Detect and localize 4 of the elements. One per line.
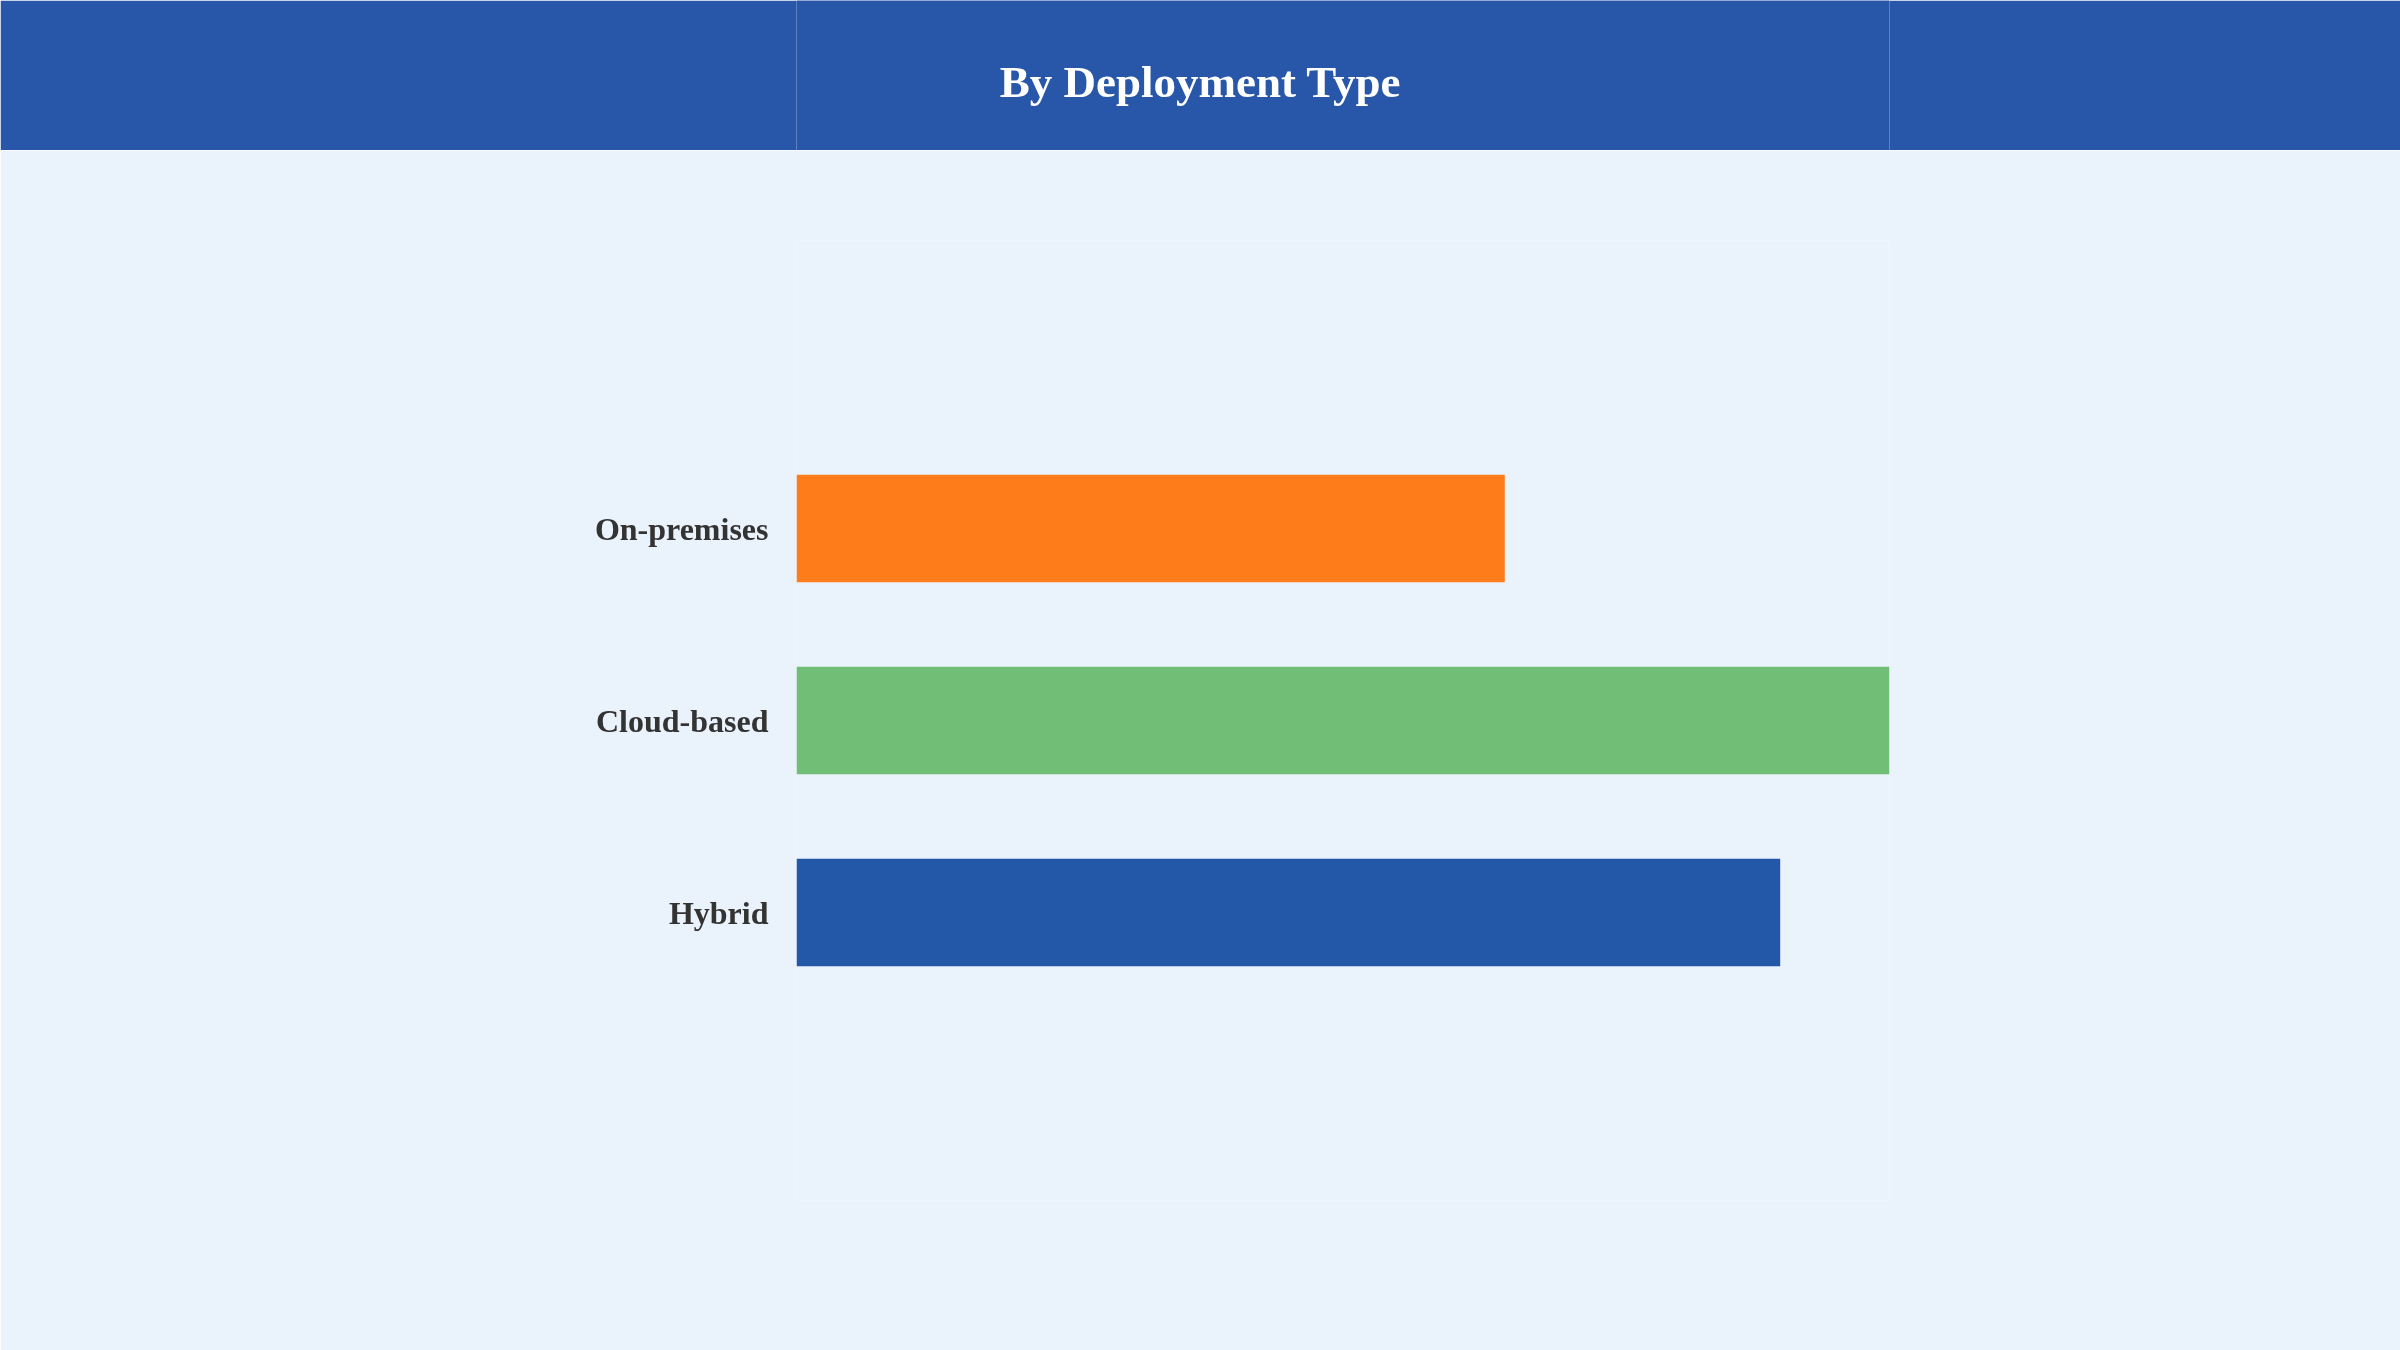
chart-title: By Deployment Type <box>999 56 1401 107</box>
y-tick-label: Hybrid <box>668 894 769 931</box>
y-tick-label: On-premises <box>594 510 769 547</box>
y-tick-label: Cloud-based <box>596 702 769 739</box>
